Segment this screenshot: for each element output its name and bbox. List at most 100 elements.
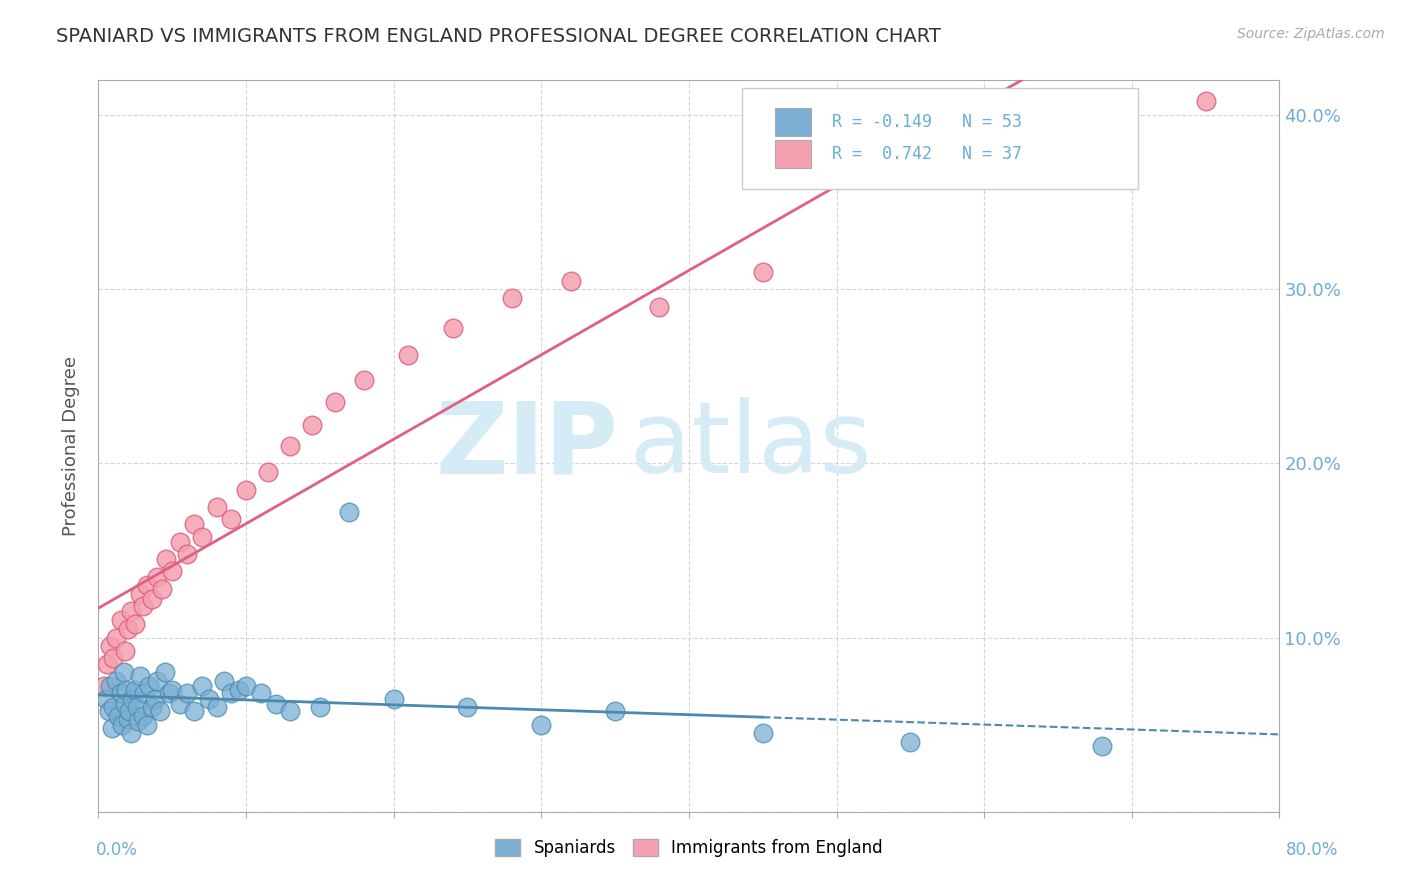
Point (121, 691, 143, 706)
Point (103, 651, 125, 665)
Point (235, 679, 257, 693)
Point (648, 300, 671, 314)
Text: Source: ZipAtlas.com: Source: ZipAtlas.com (1237, 27, 1385, 41)
Point (752, 726, 775, 740)
Bar (775, 108, 811, 136)
Point (128, 669, 150, 683)
Point (235, 483, 257, 497)
Point (323, 395, 346, 409)
Point (125, 700, 148, 714)
Text: 0.0%: 0.0% (96, 841, 138, 859)
Point (117, 622, 139, 636)
Text: ZIP: ZIP (436, 398, 619, 494)
Point (176, 686, 198, 700)
Point (382, 691, 405, 706)
Point (149, 704, 172, 718)
Point (398, 348, 420, 362)
Point (100, 721, 122, 735)
Point (153, 665, 176, 680)
Point (98, 679, 121, 693)
Point (205, 500, 228, 514)
Point (143, 691, 166, 706)
Point (162, 565, 183, 579)
Point (117, 713, 139, 727)
Point (128, 587, 150, 601)
Point (176, 547, 198, 561)
Point (103, 700, 125, 714)
Point (1195, 94, 1218, 108)
Point (120, 604, 142, 618)
Text: SPANIARD VS IMMIGRANTS FROM ENGLAND PROFESSIONAL DEGREE CORRELATION CHART: SPANIARD VS IMMIGRANTS FROM ENGLAND PROF… (56, 27, 941, 45)
Point (205, 700, 228, 714)
Point (353, 373, 375, 387)
Point (120, 726, 142, 740)
Point (198, 691, 221, 706)
Point (146, 569, 169, 583)
Point (105, 631, 128, 645)
Point (900, 735, 922, 749)
Point (228, 682, 250, 697)
Point (134, 686, 156, 700)
Point (221, 686, 243, 700)
Point (530, 717, 553, 731)
Point (150, 582, 173, 596)
Point (280, 704, 302, 718)
Point (111, 717, 134, 731)
Point (264, 697, 287, 711)
Point (93, 679, 115, 693)
Point (112, 665, 135, 680)
Point (457, 700, 479, 714)
Point (169, 697, 191, 711)
Point (110, 613, 132, 627)
Point (157, 686, 180, 700)
Point (118, 704, 141, 718)
Point (124, 616, 146, 631)
Point (221, 512, 243, 526)
Point (191, 679, 214, 693)
Point (183, 517, 205, 532)
Point (96, 657, 118, 671)
Point (141, 592, 163, 607)
Point (132, 709, 155, 723)
Point (441, 320, 464, 334)
Point (169, 534, 191, 549)
Point (114, 697, 136, 711)
Legend: Spaniards, Immigrants from England: Spaniards, Immigrants from England (486, 830, 891, 865)
Point (94, 691, 117, 706)
Point (138, 679, 160, 693)
Point (141, 700, 163, 714)
Point (250, 686, 273, 700)
Point (97, 704, 120, 718)
Point (146, 674, 169, 689)
Point (105, 674, 128, 689)
Point (124, 682, 146, 697)
Point (280, 439, 302, 453)
Y-axis label: Professional Degree: Professional Degree (62, 356, 80, 536)
Point (110, 686, 132, 700)
Point (339, 505, 361, 519)
Point (212, 674, 235, 689)
Point (127, 714, 149, 728)
Point (605, 704, 627, 718)
Point (183, 704, 205, 718)
Point (162, 682, 183, 697)
Text: R = -0.149   N = 53: R = -0.149 N = 53 (832, 113, 1022, 131)
Point (114, 644, 136, 658)
Text: R =  0.742   N = 37: R = 0.742 N = 37 (832, 145, 1022, 163)
Point (257, 465, 280, 479)
Point (155, 552, 177, 566)
Point (560, 274, 582, 288)
Point (301, 418, 323, 433)
Bar (775, 140, 811, 168)
Point (107, 709, 129, 723)
Text: atlas: atlas (630, 398, 872, 494)
Point (309, 700, 332, 714)
Point (136, 578, 159, 592)
Point (752, 265, 775, 279)
Point (191, 530, 214, 544)
Point (1091, 739, 1114, 753)
FancyBboxPatch shape (742, 87, 1137, 188)
Point (501, 291, 523, 305)
Text: 80.0%: 80.0% (1286, 841, 1339, 859)
Point (98, 640, 121, 654)
